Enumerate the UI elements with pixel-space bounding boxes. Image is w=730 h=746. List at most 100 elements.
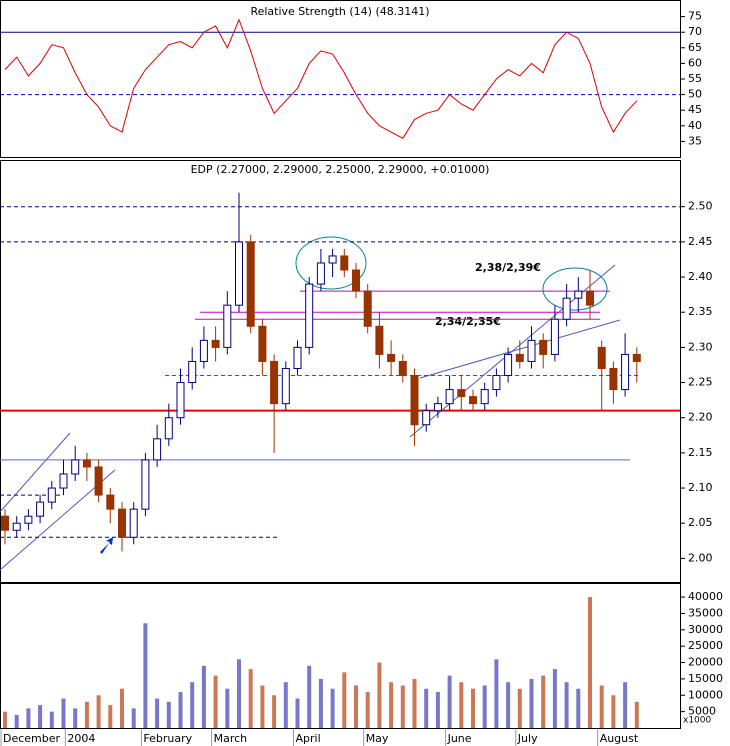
candle-body [24,515,33,524]
candle-body [153,438,162,461]
candle-body [469,396,477,405]
y-tick-label: 2.00 [688,551,713,564]
y-tick-label: 30000 [688,623,723,636]
candle-body [235,241,243,306]
x-tick-label: July [517,732,538,745]
candle-body [293,346,302,369]
y-tick-label: 2.10 [688,481,713,494]
candle-body [363,290,372,327]
y-tick-label: 10000 [688,688,723,701]
candle-body [281,367,290,405]
candle-body [316,262,325,285]
volume-bar [73,708,78,728]
highlights [295,236,608,311]
y-tick-label: 50 [688,88,702,101]
candle-body [71,459,80,475]
candle-body [1,515,9,531]
volume-bar [459,682,464,728]
volume-bar [225,688,230,728]
candle-body [47,487,56,503]
candle-body [199,339,208,362]
candle-body [106,494,115,510]
candle-body [621,353,630,391]
y-tick-label: 2.40 [688,270,713,283]
volume-bar [494,659,499,728]
candle-body [340,255,349,271]
volume-bar [49,711,54,728]
volume-bar [599,685,604,728]
x-tick-label: March [214,732,248,745]
x-tick-label: April [296,732,321,745]
volume-bar [14,714,19,728]
volume-bar [588,597,592,728]
volume-bar [131,708,136,728]
volume-bar [318,678,323,728]
y-tick-label: 70 [688,25,702,38]
channel-line [0,432,71,513]
volume-bar [330,688,335,728]
volume-bar [365,692,370,728]
volume-bar [517,688,522,728]
volume-bar [213,675,218,728]
rsi-title: Relative Strength (14) (48.3141) [250,5,429,18]
volume-bar [178,692,183,728]
volume-bar [260,685,265,728]
volume-bar [3,711,7,728]
volume-bar [541,675,546,728]
y-tick-label: 2.45 [688,235,713,248]
price-frame [0,160,681,583]
y-tick-label: 2.15 [688,446,713,459]
y-tick-label: 25000 [688,639,723,652]
candle-body [118,508,126,538]
volume-bar [143,623,148,728]
y-tick-label: 20000 [688,656,723,669]
volume-bar [190,682,195,728]
volume-bar [283,682,288,728]
candle-body [609,367,618,391]
candle-body [539,339,548,355]
unit-label: x1000 [683,716,712,726]
candle-body [305,283,314,348]
x-tick-label: 2004 [67,732,95,745]
x-tick-label: May [366,732,389,745]
volume-bar [237,659,241,728]
x-tick-label: February [143,732,192,745]
y-tick-label: 40 [688,119,702,132]
candle-body [223,304,232,348]
candle-body [597,346,606,369]
y-tick-label: 75 [688,10,702,23]
y-tick-label: 45 [688,103,702,116]
volume-bar [201,665,206,728]
annotation: 2,34/2,35€ [435,315,501,328]
arrow [100,537,113,554]
y-tick-label: 35000 [688,606,723,619]
volume-frame [0,583,681,729]
y-tick-label: 5000 [688,705,716,718]
candle-body [188,360,197,384]
candle-body [129,508,138,538]
candle-body [550,318,559,355]
volume-bar [342,672,347,728]
candle-body [141,459,150,510]
volume-bar [506,682,511,728]
volume-bar [412,678,417,728]
candle-body [515,353,524,362]
volume-bar [38,705,43,728]
volume-bar [61,698,66,728]
volume-bar [623,682,628,728]
candle-body [12,522,21,531]
volume-bar [400,685,405,728]
volume-bar [354,685,358,728]
annotation: 2,38/2,39€ [475,261,541,274]
volume-bar [529,678,534,728]
volume-bar [120,688,124,728]
y-tick-label: 55 [688,72,702,85]
volume-bar [295,698,300,728]
y-tick-label: 2.25 [688,376,713,389]
volume-bar [272,695,277,728]
volume-bar [377,662,382,728]
price-title: EDP (2.27000, 2.29000, 2.25000, 2.29000,… [191,163,490,176]
rsi-line [4,18,638,139]
candle-body [328,255,337,264]
